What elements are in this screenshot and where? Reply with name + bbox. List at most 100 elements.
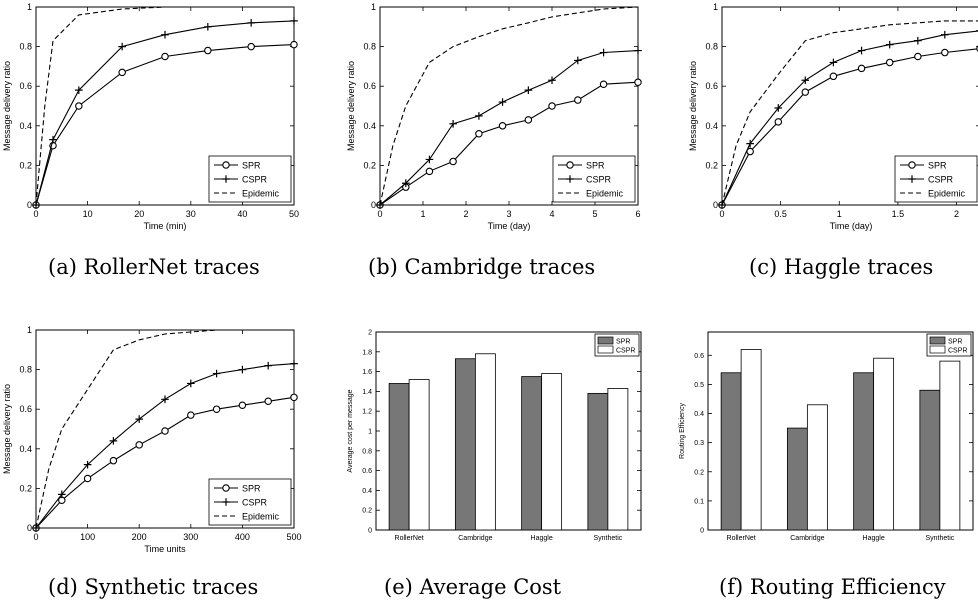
caption-routing-efficiency: (f) Routing Efficiency — [719, 575, 946, 599]
data-point-spr — [774, 118, 783, 126]
y-tick-label: 0 — [700, 528, 704, 535]
panel-haggle: 0 0.5 1 1.5 2 0 0.2 0.4 0.6 0.8 1 Time (day) Message… — [652, 0, 978, 305]
data-point-cspr — [187, 379, 195, 388]
y-tick-label: 1 — [27, 2, 32, 12]
caption-synthetic: (d) Synthetic traces — [48, 575, 259, 599]
data-point-cspr — [161, 395, 169, 404]
data-point-spr — [914, 52, 922, 61]
data-point-cspr — [498, 98, 507, 106]
data-point-spr — [161, 52, 169, 61]
data-point-spr — [83, 474, 92, 483]
y-tick-label: 0.6 — [705, 81, 718, 91]
y-tick-label: 0 — [27, 523, 32, 533]
y-tick-label: 0.4 — [705, 121, 718, 131]
y-tick-label: 1.2 — [362, 409, 372, 416]
plot-frame — [721, 6, 978, 206]
y-tick-label: 0.4 — [363, 121, 376, 131]
data-point-cspr — [290, 359, 298, 368]
data-point-spr — [801, 88, 810, 96]
y-tick-label: 1 — [371, 2, 376, 12]
x-tick-label: 1.5 — [892, 209, 905, 219]
data-point-cspr — [425, 155, 434, 164]
x-axis-label: Time (day) — [830, 221, 873, 231]
panel-synthetic: 0 100 200 300 400 500 0 0.2 0.4 0.6 0.8 1 Time units… — [0, 320, 326, 610]
x-tick-label: 1 — [420, 209, 425, 219]
y-tick-label: 0.8 — [363, 42, 376, 52]
data-point-cspr — [914, 36, 922, 45]
data-point-spr — [475, 129, 483, 138]
legend-swatch-spr — [597, 336, 614, 345]
y-tick-label: 0.4 — [362, 488, 372, 495]
series-spr — [718, 45, 978, 209]
x-tick-label: RollerNet — [395, 535, 424, 542]
y-tick-label: 0.8 — [19, 365, 32, 375]
series-line-spr — [721, 48, 978, 206]
data-point-spr — [247, 42, 255, 51]
x-tick-label: 100 — [80, 532, 95, 542]
y-tick-label: 0.8 — [19, 42, 32, 52]
data-point-cspr — [118, 42, 126, 51]
legend: SPR CSPR Epidemic — [552, 155, 636, 203]
x-tick-label: Synthetic — [925, 535, 954, 542]
bar-spr-rollernet — [720, 372, 742, 531]
legend-label-spr: SPR — [616, 339, 630, 346]
bar-spr-cambridge — [454, 358, 476, 531]
data-point-cspr — [976, 30, 978, 32]
legend: SPR CSPR Epidemic — [208, 478, 292, 526]
series-spr — [376, 78, 642, 209]
x-tick-label: 20 — [134, 209, 144, 219]
data-point-cspr — [524, 86, 533, 94]
y-tick-label: 0.6 — [363, 81, 376, 91]
data-point-spr — [857, 64, 866, 73]
y-axis-label: Routing Efficiency — [679, 403, 686, 459]
data-point-spr — [212, 405, 221, 413]
y-tick-label: 0.4 — [694, 411, 704, 418]
data-point-spr — [290, 393, 298, 402]
data-point-cspr — [746, 139, 754, 148]
data-point-spr — [941, 48, 949, 57]
legend: SPR CSPR — [926, 333, 972, 357]
data-point-cspr — [109, 437, 118, 445]
data-point-spr — [161, 427, 169, 435]
x-tick-label: 2 — [954, 209, 959, 219]
y-tick-label: 0.4 — [19, 121, 32, 131]
x-tick-label: Cambridge — [790, 535, 824, 542]
x-tick-label: 5 — [592, 209, 597, 219]
y-tick-label: 0 — [368, 528, 372, 535]
data-point-cspr — [634, 46, 642, 55]
x-tick-label: Synthetic — [593, 535, 622, 542]
x-tick-label: 0 — [377, 209, 382, 219]
data-point-cspr — [247, 19, 255, 27]
chart-cambridge: 0 1 2 3 4 5 6 0 0.2 0.4 0.6 0.8 1 Time (day) Message d… — [346, 2, 642, 231]
data-point-spr — [118, 68, 126, 77]
legend-label-epidemic: Epidemic — [928, 189, 966, 199]
chart-synthetic: 0 100 200 300 400 500 0 0.2 0.4 0.6 0.8 1 Time units… — [2, 325, 302, 554]
legend-label-spr: SPR — [586, 161, 605, 171]
chart-rollernet: 0 10 20 30 40 50 0 0.2 0.4 0.6 0.8 1 Time (min) Messa… — [2, 2, 299, 231]
series-line-spr — [35, 44, 295, 206]
data-point-spr — [829, 72, 838, 81]
x-tick-label: Haggle — [863, 535, 885, 542]
y-tick-label: 0.2 — [694, 469, 704, 476]
data-point-cspr — [574, 56, 582, 65]
caption-cambridge: (b) Cambridge traces — [368, 255, 596, 279]
legend-marker-spr — [222, 484, 230, 492]
legend-marker-cspr — [222, 498, 230, 506]
x-tick-label: 300 — [183, 532, 198, 542]
y-tick-label: 1.8 — [362, 349, 372, 356]
series-line-epidemic — [35, 6, 294, 206]
data-point-cspr — [290, 17, 298, 25]
y-tick-label: 0.6 — [19, 81, 32, 91]
x-tick-label: 30 — [186, 209, 196, 219]
series-epidemic — [35, 329, 294, 529]
bar-spr-rollernet — [388, 383, 410, 531]
legend: SPR CSPR Epidemic — [894, 155, 978, 203]
legend-label-epidemic: Epidemic — [586, 189, 624, 199]
legend-label-cspr: CSPR — [242, 498, 268, 508]
data-point-cspr — [449, 120, 457, 128]
y-tick-label: 0.2 — [705, 160, 718, 170]
bar-cspr-haggle — [873, 357, 895, 531]
bar-cspr-haggle — [541, 373, 563, 531]
data-point-cspr — [801, 76, 810, 85]
x-axis-label: Time (day) — [488, 221, 531, 231]
